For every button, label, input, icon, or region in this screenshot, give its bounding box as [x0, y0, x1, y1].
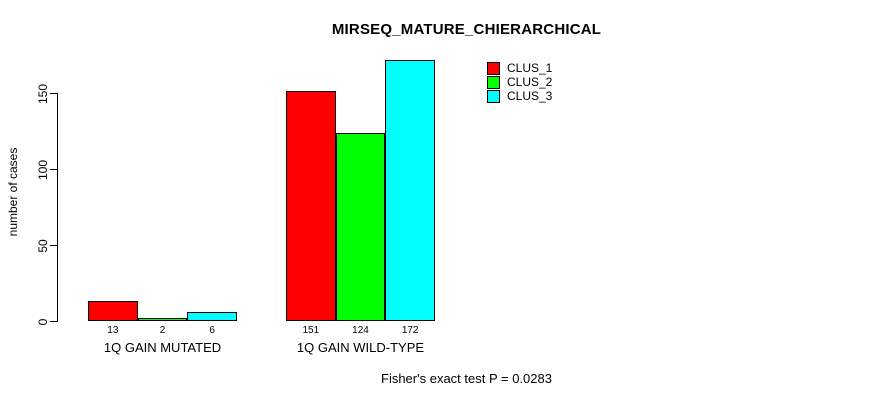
- x-axis-category-label: 1Q GAIN WILD-TYPE: [296, 340, 425, 355]
- y-axis-tick-label: 0: [36, 318, 50, 325]
- x-axis-category-label: 1Q GAIN MUTATED: [103, 340, 222, 355]
- chart-title: MIRSEQ_MATURE_CHIERARCHICAL: [331, 21, 602, 38]
- bar-clus_1-1: [88, 301, 138, 321]
- bar-value-label: 13: [107, 325, 119, 336]
- bar-value-label: 6: [209, 325, 215, 336]
- y-axis-line: [57, 93, 58, 322]
- bar-value-label: 151: [302, 325, 320, 336]
- y-axis-tick-label: 100: [36, 159, 50, 180]
- y-axis-tick: [50, 321, 57, 322]
- y-axis-tick: [50, 169, 57, 170]
- legend-swatch-clus_1: [487, 62, 500, 75]
- y-axis-tick: [50, 93, 57, 94]
- y-axis-tick: [50, 245, 57, 246]
- y-axis-label: number of cases: [6, 147, 20, 237]
- bar-clus_3-1: [187, 312, 237, 321]
- legend-label: CLUS_3: [507, 89, 553, 103]
- bar-clus_2-2: [335, 133, 386, 321]
- legend-label: CLUS_2: [507, 75, 553, 89]
- bar-clus_2-1: [137, 318, 188, 321]
- bar-value-label: 2: [159, 325, 166, 336]
- y-axis-tick-label: 150: [36, 83, 50, 104]
- bar-value-label: 172: [401, 325, 419, 336]
- bar-value-label: 124: [352, 325, 369, 336]
- bar-clus_1-2: [286, 91, 336, 321]
- statistical-test-annotation: Fisher's exact test P = 0.0283: [381, 371, 552, 386]
- legend-label: CLUS_1: [507, 61, 553, 75]
- y-axis-tick-label: 50: [36, 238, 50, 253]
- bar-clus_3-2: [385, 60, 435, 321]
- legend-swatch-clus_3: [487, 90, 500, 103]
- legend-swatch-clus_2: [487, 76, 500, 89]
